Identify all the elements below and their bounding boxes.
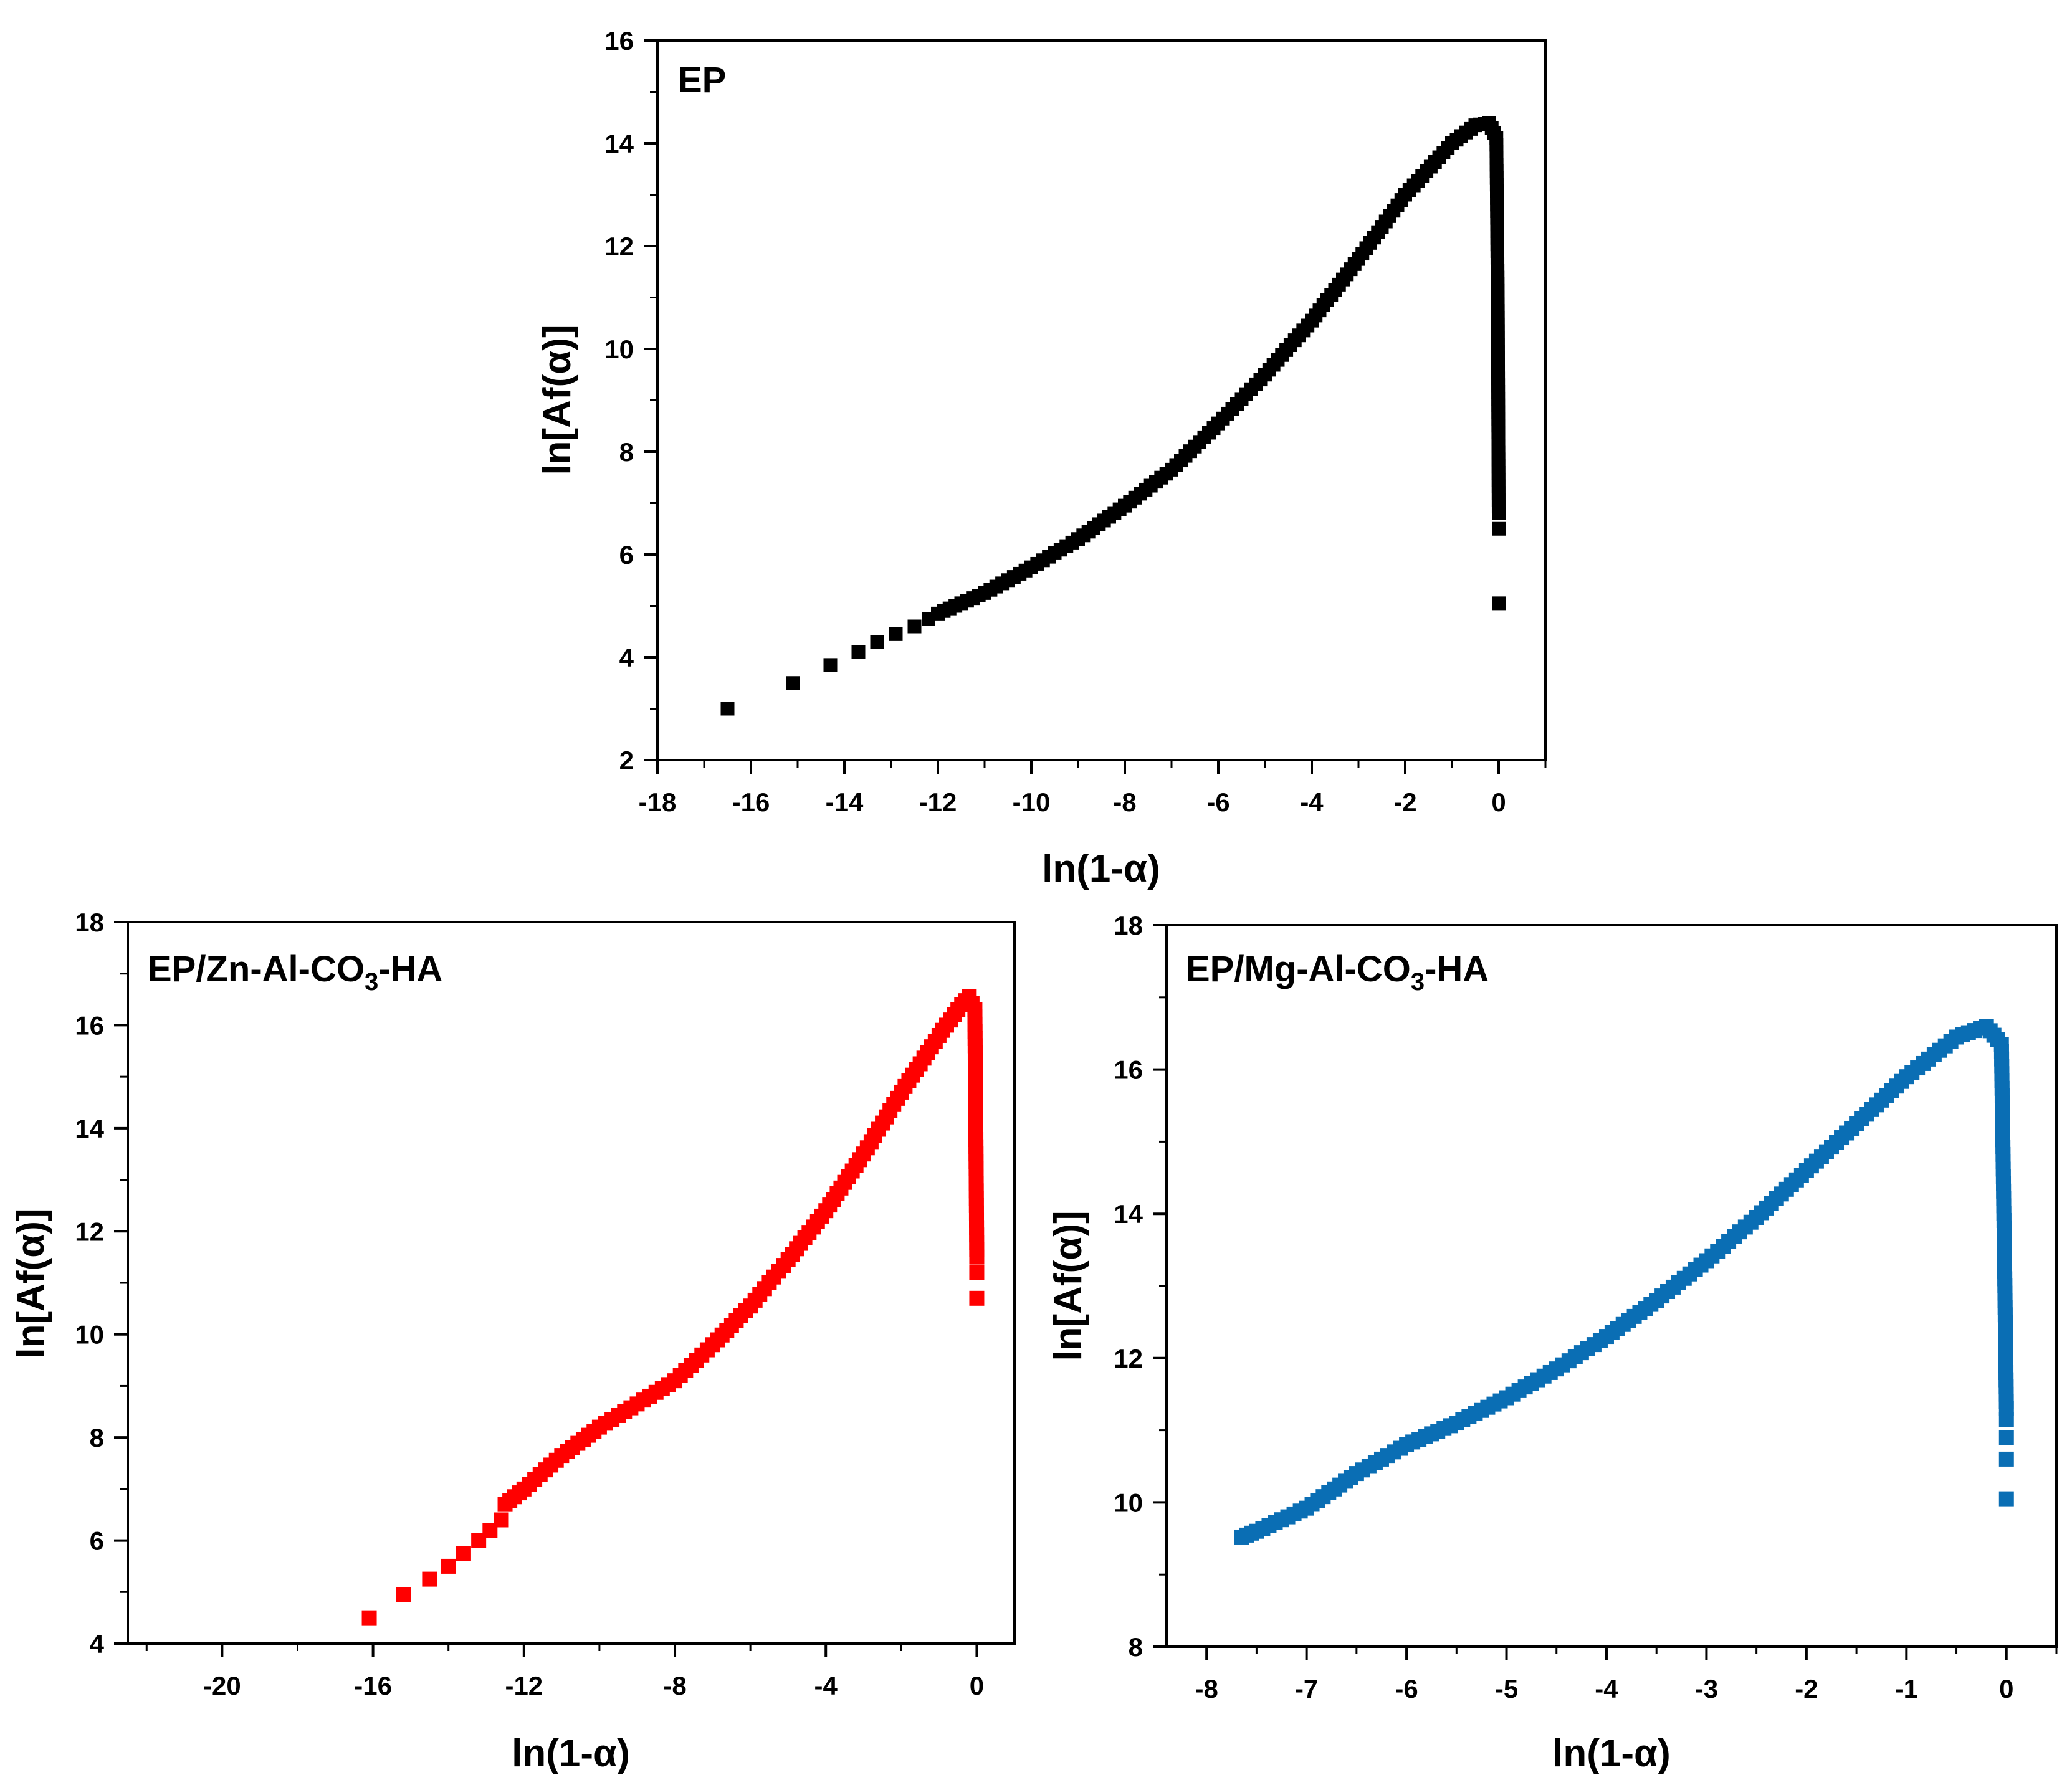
- chart-panel-ep: EP ln(1-α) ln[Af(α)] -18 -16 -14 -12 -10 -8 -6…: [536, 26, 1547, 890]
- panel-title-mg-tail: -HA: [1425, 949, 1489, 989]
- panel-title-ep: EP: [678, 60, 726, 100]
- plot-frame-mg: [1165, 924, 2058, 1648]
- x-tick-label: -6: [1395, 1674, 1418, 1703]
- y-tick-label: 4: [619, 643, 634, 672]
- data-point: [422, 1571, 437, 1587]
- x-tick-label: 0: [970, 1671, 984, 1700]
- data-point: [851, 645, 866, 659]
- y-tick-label: 8: [1129, 1632, 1143, 1662]
- panel-title-mg-sub: 3: [1411, 968, 1425, 996]
- y-tick-label: 18: [1114, 911, 1143, 940]
- data-point: [969, 1265, 985, 1280]
- data-point: [786, 676, 800, 690]
- data-point: [1998, 1451, 2014, 1467]
- data-point: [907, 619, 922, 634]
- x-tick-label: -20: [203, 1671, 241, 1700]
- data-point: [969, 1290, 985, 1306]
- data-point: [396, 1587, 411, 1602]
- x-tick-label: -1: [1895, 1674, 1918, 1703]
- data-point: [361, 1610, 377, 1626]
- axis-ticks-ep: -18 -16 -14 -12 -10 -8 -6 -4 -2 0 2 4 6 8 10 12 14 16: [604, 26, 1547, 817]
- panel-title-mg: EP/Mg-Al-CO3-HA: [1186, 949, 1489, 996]
- y-axis-title-mg: ln[Af(α)]: [1047, 1211, 1090, 1361]
- y-tick-label: 10: [75, 1320, 104, 1349]
- x-tick-label: -8: [1195, 1674, 1218, 1703]
- data-point: [969, 1249, 985, 1265]
- y-tick-label: 14: [1114, 1199, 1143, 1229]
- y-tick-label: 16: [75, 1011, 104, 1040]
- x-tick-label: -18: [639, 788, 677, 817]
- panel-title-zn-tail: -HA: [378, 949, 442, 989]
- axis-ticks-mg: -8 -7 -6 -5 -4 -3 -2 -1 0 8 10 12 14 16 18: [1114, 911, 2058, 1703]
- x-tick-label: -8: [663, 1671, 686, 1700]
- x-tick-label: -7: [1295, 1674, 1318, 1703]
- plot-frame-zn: [127, 921, 1016, 1645]
- axis-ticks-zn: -20 -16 -12 -8 -4 0 4 6 8 10 12 14 16 18: [75, 908, 984, 1700]
- x-tick-label: -14: [826, 788, 864, 817]
- y-tick-label: 8: [90, 1423, 104, 1452]
- chart-panel-mg: EP/Mg-Al-CO3-HA ln(1-α) ln[Af(α)] -8 -7 -6…: [1047, 911, 2058, 1775]
- data-point: [1998, 1430, 2014, 1445]
- chart-panel-zn: EP/Zn-Al-CO3-HA ln(1-α) ln[Af(α)] -20 -16…: [9, 908, 1016, 1775]
- data-point: [441, 1558, 456, 1574]
- data-series-zn: [361, 989, 985, 1626]
- data-point: [1998, 1491, 2014, 1507]
- data-point: [1998, 1412, 2014, 1427]
- panel-title-mg-main: EP/Mg-Al-CO: [1186, 949, 1411, 989]
- data-point: [889, 627, 903, 641]
- y-axis-title-ep: ln[Af(α)]: [536, 325, 579, 475]
- x-tick-label: -4: [814, 1671, 838, 1700]
- x-tick-label: -4: [1595, 1674, 1618, 1703]
- y-tick-label: 4: [90, 1629, 105, 1659]
- y-tick-label: 14: [604, 129, 634, 158]
- x-tick-label: -12: [919, 788, 957, 817]
- y-tick-label: 6: [90, 1526, 104, 1556]
- plot-frame-ep: [656, 39, 1547, 761]
- x-axis-title-ep: ln(1-α): [1042, 847, 1160, 890]
- y-tick-label: 14: [75, 1114, 104, 1143]
- data-point: [1492, 521, 1506, 536]
- x-tick-label: -12: [505, 1671, 543, 1700]
- data-point: [1492, 596, 1506, 611]
- x-tick-label: -16: [732, 788, 770, 817]
- x-axis-title-zn: ln(1-α): [512, 1732, 630, 1775]
- y-tick-label: 12: [75, 1217, 104, 1246]
- y-tick-label: 16: [604, 26, 634, 55]
- x-tick-label: -16: [354, 1671, 392, 1700]
- data-point: [870, 635, 884, 649]
- x-tick-label: -3: [1695, 1674, 1718, 1703]
- x-axis-title-mg: ln(1-α): [1552, 1732, 1671, 1775]
- data-point: [456, 1546, 471, 1561]
- data-point: [720, 702, 735, 716]
- panel-title-zn-sub: 3: [365, 968, 378, 996]
- panel-title-zn-main: EP/Zn-Al-CO: [148, 949, 365, 989]
- y-tick-label: 10: [604, 335, 634, 364]
- panel-title-zn: EP/Zn-Al-CO3-HA: [148, 949, 442, 996]
- y-tick-label: 12: [604, 232, 634, 261]
- x-tick-label: -2: [1393, 788, 1416, 817]
- data-series-ep: [720, 116, 1506, 716]
- x-tick-label: -10: [1013, 788, 1051, 817]
- y-tick-label: 8: [619, 437, 634, 467]
- data-point: [922, 612, 935, 626]
- data-point: [823, 658, 838, 672]
- y-tick-label: 12: [1114, 1344, 1143, 1373]
- x-tick-label: -2: [1795, 1674, 1818, 1703]
- x-tick-label: -6: [1206, 788, 1229, 817]
- y-tick-label: 16: [1114, 1055, 1143, 1085]
- x-tick-label: -4: [1300, 788, 1324, 817]
- y-tick-label: 6: [619, 540, 634, 569]
- data-point: [494, 1512, 509, 1528]
- y-axis-title-zn: ln[Af(α)]: [9, 1208, 52, 1358]
- x-tick-label: -8: [1113, 788, 1136, 817]
- data-series-mg: [1234, 1019, 2014, 1545]
- x-tick-label: 0: [1491, 788, 1506, 817]
- y-tick-label: 2: [619, 746, 634, 775]
- y-tick-label: 18: [75, 908, 104, 937]
- data-point: [1492, 507, 1506, 520]
- x-tick-label: -5: [1495, 1674, 1518, 1703]
- y-tick-label: 10: [1114, 1488, 1143, 1517]
- x-tick-label: 0: [1999, 1674, 2013, 1703]
